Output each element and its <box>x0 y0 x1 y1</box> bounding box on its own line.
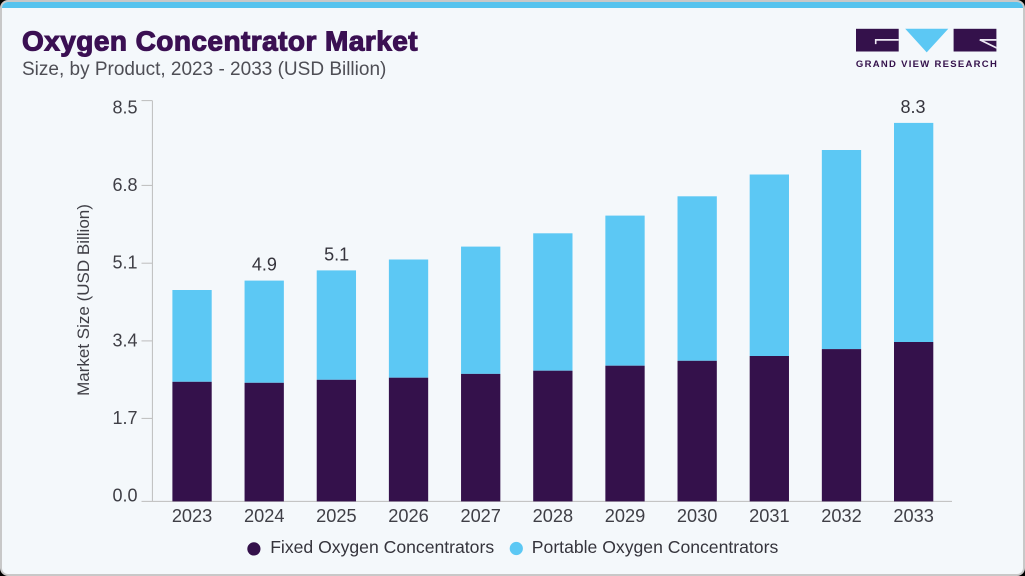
svg-text:8.5: 8.5 <box>112 97 137 117</box>
svg-text:4.9: 4.9 <box>252 255 277 275</box>
svg-text:8.3: 8.3 <box>900 97 925 117</box>
svg-text:5.1: 5.1 <box>324 245 349 265</box>
svg-text:2025: 2025 <box>316 506 356 526</box>
svg-text:5.1: 5.1 <box>112 253 137 273</box>
svg-text:2024: 2024 <box>244 506 284 526</box>
svg-text:2027: 2027 <box>460 506 500 526</box>
svg-text:1.7: 1.7 <box>112 408 137 428</box>
svg-text:2029: 2029 <box>605 506 645 526</box>
svg-text:2030: 2030 <box>677 506 717 526</box>
svg-text:Fixed Oxygen Concentrators: Fixed Oxygen Concentrators <box>270 537 494 557</box>
svg-text:2028: 2028 <box>533 506 573 526</box>
svg-text:6.8: 6.8 <box>112 175 137 195</box>
svg-text:Size, by Product, 2023 - 2033: Size, by Product, 2023 - 2033 (USD Billi… <box>22 59 386 80</box>
svg-text:2026: 2026 <box>388 506 428 526</box>
svg-text:0.0: 0.0 <box>112 486 137 506</box>
svg-text:2023: 2023 <box>172 506 212 526</box>
svg-text:2032: 2032 <box>821 506 861 526</box>
svg-text:Oxygen Concentrator Market: Oxygen Concentrator Market <box>22 26 418 57</box>
svg-text:Market Size (USD Billion): Market Size (USD Billion) <box>74 204 93 396</box>
svg-text:2031: 2031 <box>749 506 789 526</box>
svg-text:2033: 2033 <box>893 506 933 526</box>
svg-text:GRAND VIEW RESEARCH: GRAND VIEW RESEARCH <box>856 59 998 70</box>
svg-text:Portable Oxygen Concentrators: Portable Oxygen Concentrators <box>532 537 779 557</box>
svg-text:3.4: 3.4 <box>112 330 137 350</box>
